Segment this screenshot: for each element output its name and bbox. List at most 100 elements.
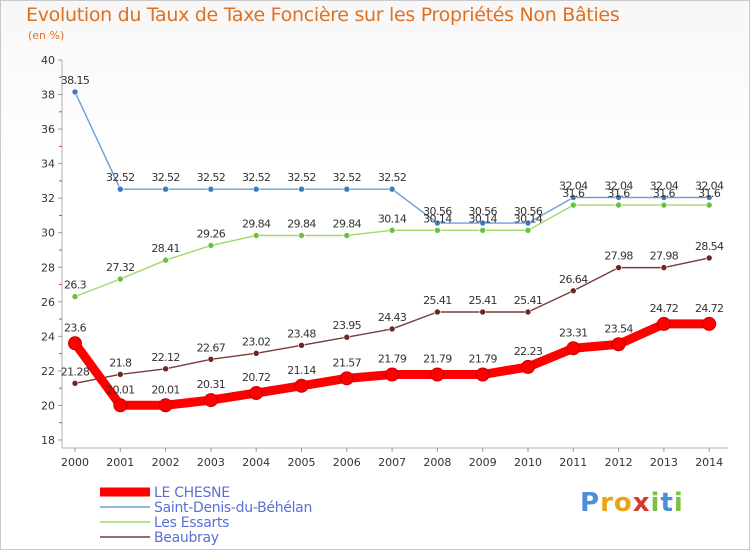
data-label: 28.54 <box>695 240 724 253</box>
data-point <box>294 378 309 393</box>
data-label: 31.6 <box>562 187 585 200</box>
x-tick-label: 2002 <box>152 456 180 469</box>
y-tick-label: 38 <box>41 89 55 102</box>
data-label: 23.95 <box>333 319 362 332</box>
data-label: 32.52 <box>197 171 226 184</box>
legend-label: Saint-Denis-du-Béhélan <box>154 500 312 516</box>
data-point <box>343 333 351 341</box>
x-tick-label: 2010 <box>514 456 542 469</box>
data-label: 30.14 <box>423 212 452 225</box>
data-point <box>207 242 215 249</box>
data-point <box>434 219 441 227</box>
data-point <box>162 185 169 193</box>
data-point <box>524 227 532 234</box>
data-point <box>660 194 668 201</box>
data-label: 29.26 <box>197 228 226 241</box>
x-tick-label: 2012 <box>605 456 633 469</box>
data-point <box>569 194 577 201</box>
series-3-labels: 21.28 21.8 22.12 22.67 23.02 23.48 23.95 24.43 2… <box>61 240 725 378</box>
data-point <box>207 185 215 193</box>
y-tick-label: 20 <box>41 399 55 412</box>
y-tick-label: 18 <box>41 434 55 447</box>
data-label: 27.98 <box>604 250 633 263</box>
x-tick-label: 2006 <box>333 456 361 469</box>
data-point <box>113 398 128 413</box>
data-point <box>117 275 124 283</box>
data-label: 25.41 <box>468 294 497 307</box>
data-point <box>705 254 713 262</box>
data-point <box>343 232 351 239</box>
data-label: 22.12 <box>151 351 180 364</box>
data-label: 30.56 <box>468 205 497 218</box>
data-label: 38.15 <box>61 74 90 87</box>
data-label: 21.57 <box>333 356 362 369</box>
x-tick-label: 2007 <box>378 456 406 469</box>
data-point <box>434 308 441 316</box>
y-tick-label: 32 <box>41 192 55 205</box>
data-label: 29.84 <box>242 217 271 230</box>
data-point <box>524 308 532 316</box>
data-label: 30.56 <box>514 205 543 218</box>
data-point <box>117 371 124 378</box>
data-label: 30.14 <box>514 212 543 225</box>
x-tick-label: 2004 <box>242 456 270 469</box>
data-point <box>660 264 668 271</box>
proxiti-logo: Proxiti <box>580 488 684 518</box>
logo-letter: r <box>600 488 614 518</box>
x-tick-label: 2014 <box>695 456 723 469</box>
logo-letter: P <box>580 488 601 518</box>
data-point <box>705 194 713 201</box>
data-label: 31.6 <box>653 187 676 200</box>
data-point <box>521 359 535 374</box>
chart-title: Evolution du Taux de Taxe Foncière sur l… <box>26 4 620 26</box>
data-point <box>158 398 173 413</box>
series-0-labels: 23.6 20.01 20.01 20.31 20.72 21.14 21.57 21.79 2… <box>64 302 724 396</box>
data-label: 21.8 <box>109 356 132 369</box>
y-tick-label: 40 <box>41 54 55 67</box>
data-point <box>569 201 577 209</box>
y-axis-unit-label: (en %) <box>28 29 65 42</box>
data-point <box>660 201 668 209</box>
data-point <box>479 227 487 234</box>
data-label: 32.52 <box>106 171 135 184</box>
data-point <box>71 380 79 387</box>
data-point <box>430 367 445 382</box>
legend-label: LE CHESNE <box>154 485 230 501</box>
data-label: 32.52 <box>333 171 362 184</box>
data-point <box>388 227 396 234</box>
data-point <box>479 308 487 316</box>
logo-letter: i <box>673 488 684 518</box>
series-0 <box>68 316 717 413</box>
data-label: 25.41 <box>514 294 543 307</box>
data-label: 23.54 <box>604 322 633 335</box>
data-point <box>615 194 622 201</box>
x-tick-label: 2000 <box>61 456 89 469</box>
data-label: 21.14 <box>287 364 316 377</box>
data-point <box>298 185 305 193</box>
data-point <box>566 341 581 356</box>
data-point <box>705 201 713 209</box>
data-point <box>252 185 260 193</box>
data-point <box>569 287 577 295</box>
data-label: 20.31 <box>197 378 226 391</box>
data-label: 23.02 <box>242 335 271 348</box>
data-label: 29.84 <box>287 217 316 230</box>
data-point <box>656 316 671 331</box>
x-tick-label: 2001 <box>106 456 134 469</box>
data-label: 22.23 <box>514 345 543 358</box>
data-point <box>71 293 79 300</box>
data-label: 21.79 <box>378 353 407 366</box>
series-1-labels: 38.15 32.52 32.52 32.52 32.52 32.52 32.52 32.52… <box>61 74 725 218</box>
series-2 <box>71 201 713 300</box>
logo-letter: i <box>650 488 661 518</box>
y-tick-label: 30 <box>41 227 55 240</box>
y-tick-label: 22 <box>41 365 55 378</box>
data-point <box>388 325 396 333</box>
data-label: 32.52 <box>378 171 407 184</box>
data-label: 24.43 <box>378 311 407 324</box>
data-label: 32.04 <box>559 179 588 192</box>
data-label: 31.6 <box>698 187 721 200</box>
data-point <box>252 349 260 357</box>
